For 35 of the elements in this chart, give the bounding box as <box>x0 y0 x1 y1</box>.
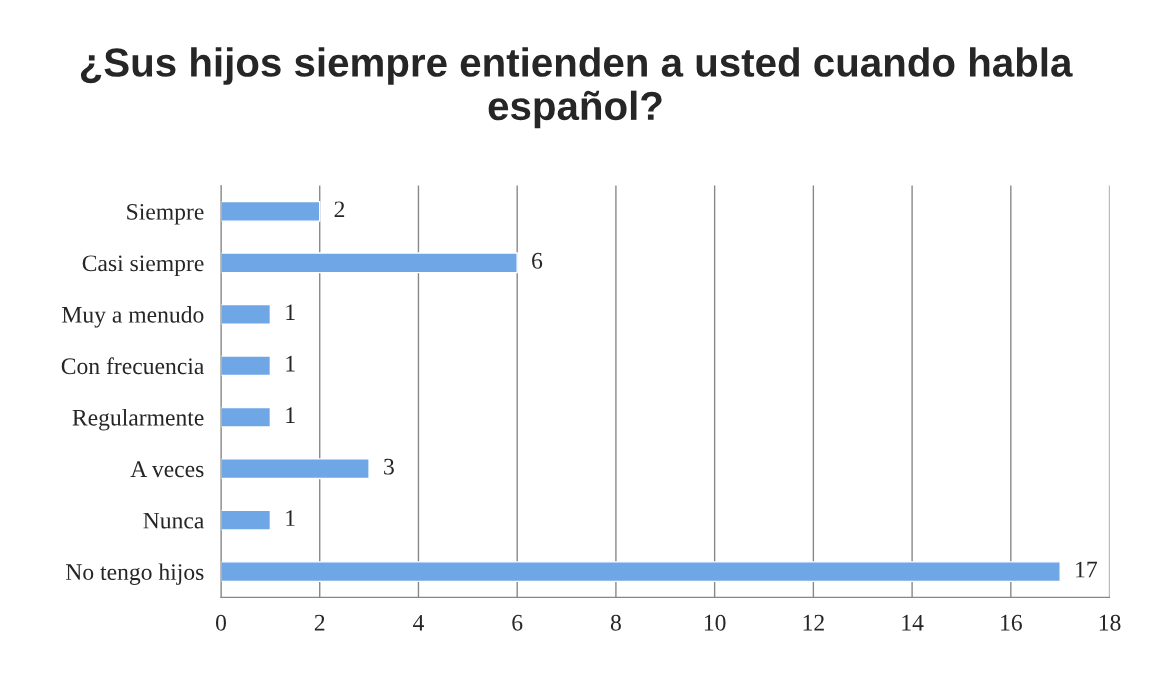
data-label: 3 <box>384 458 394 475</box>
bar <box>220 303 272 325</box>
x-tick-label: 8 <box>610 614 621 631</box>
data-label: 1 <box>286 355 295 372</box>
x-tick-label: 2 <box>314 614 325 631</box>
y-tick-label: Nunca <box>143 512 204 529</box>
y-tick-label: Muy a menudo <box>62 306 204 328</box>
bar <box>220 561 1061 583</box>
bar <box>220 509 272 531</box>
y-tick-label: A veces <box>130 461 204 478</box>
chart-title: ¿Sus hijos siempre entienden a usted cuando habla español? <box>80 47 1073 129</box>
data-label: 6 <box>532 252 543 269</box>
y-tick-label: Regularmente <box>72 409 204 431</box>
bar <box>220 252 518 274</box>
y-tick-label: No tengo hijos <box>65 563 204 585</box>
data-label: 17 <box>1076 561 1098 578</box>
x-tick-label: 10 <box>704 614 726 631</box>
bar <box>220 355 272 377</box>
y-tick-label: Casi siempre <box>82 255 204 277</box>
bar <box>220 458 370 480</box>
y-tick-label: Con frecuencia <box>61 357 204 375</box>
data-label: 1 <box>286 407 295 423</box>
x-tick-label: 0 <box>215 614 226 631</box>
x-tick-label: 6 <box>512 614 523 631</box>
y-tick-label: Siempre <box>127 203 204 225</box>
x-tick-label: 4 <box>413 614 424 631</box>
data-label: 1 <box>286 510 295 526</box>
data-label: 2 <box>334 201 345 218</box>
bar <box>220 406 272 428</box>
x-tick-label: 18 <box>1099 614 1121 631</box>
data-label: 1 <box>286 304 295 320</box>
x-tick-label: 12 <box>803 614 824 631</box>
x-tick-label: 16 <box>1001 614 1022 631</box>
bar <box>220 200 321 222</box>
x-tick-label: 14 <box>902 614 924 631</box>
